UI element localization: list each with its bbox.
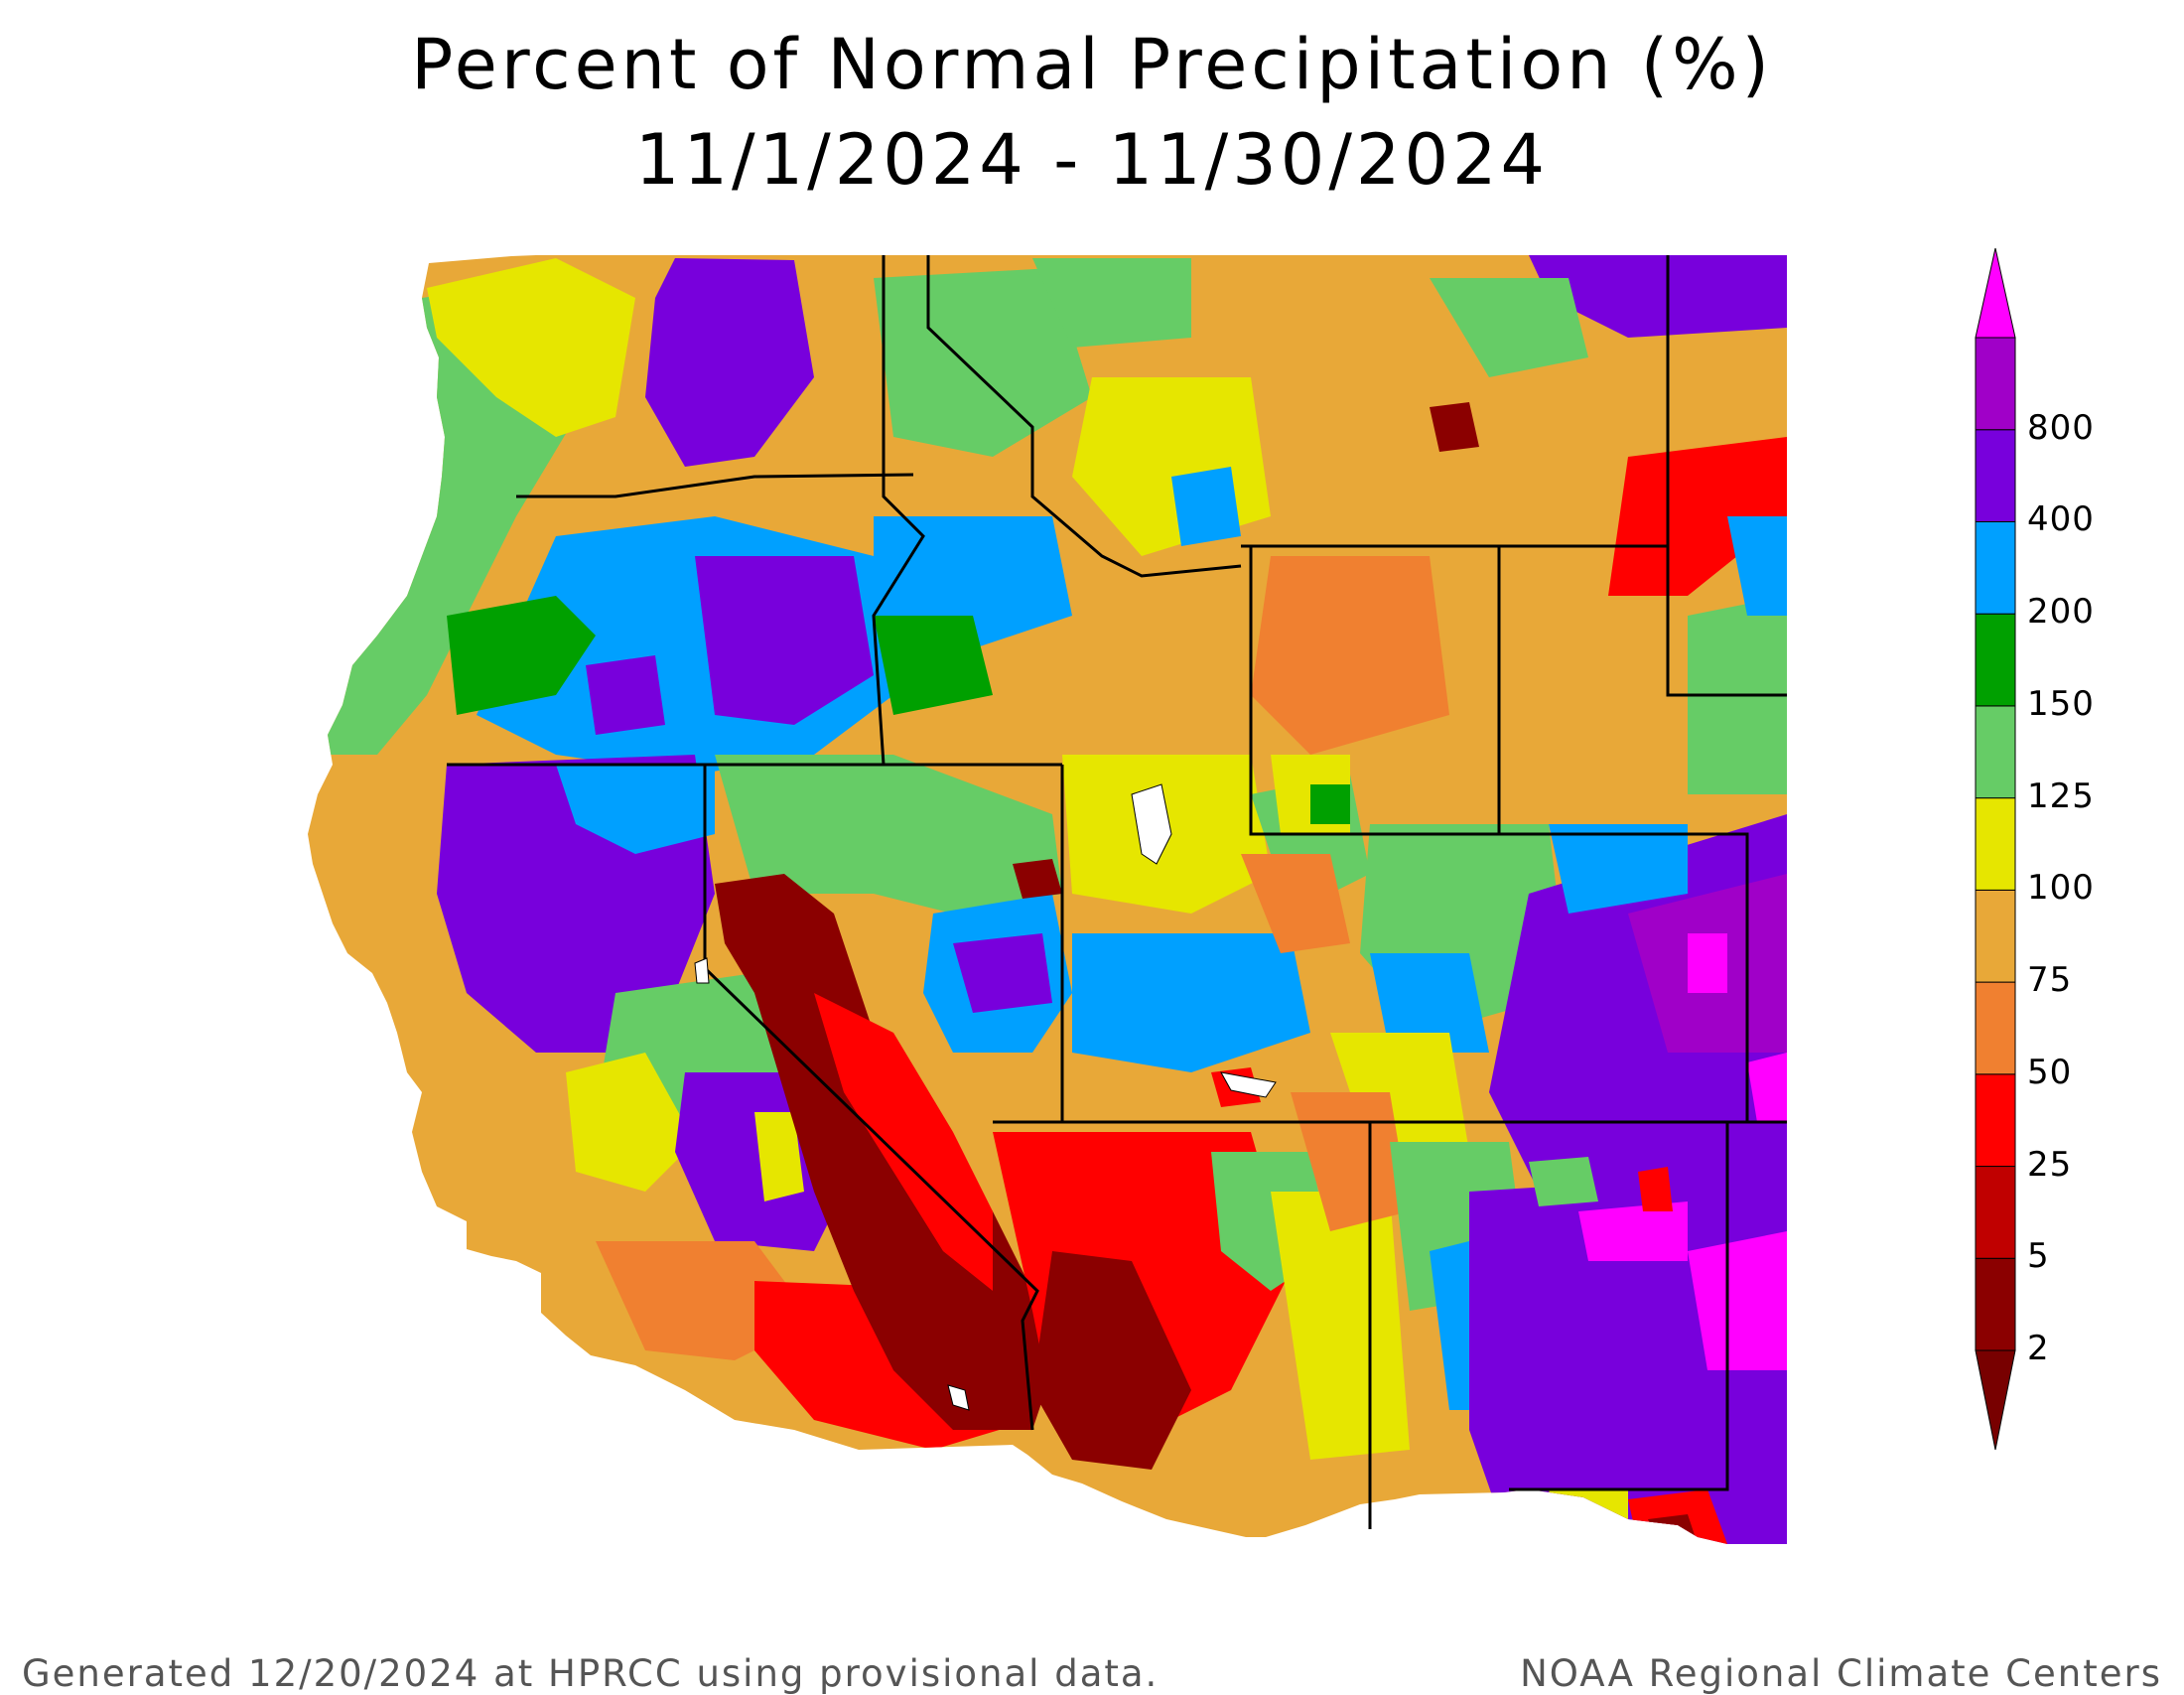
sierra-yellow	[754, 1112, 804, 1201]
colorbar-bottom-arrow	[1975, 1349, 2016, 1451]
colorbar-segment	[1975, 797, 2016, 891]
state-boundaries	[447, 255, 1787, 1529]
generated-note: Generated 12/20/2024 at HPRCC using prov…	[22, 1652, 1160, 1695]
ut-blue	[1072, 933, 1310, 1072]
id-mt-border	[926, 255, 1242, 578]
source-credit: NOAA Regional Climate Centers	[1520, 1652, 2162, 1695]
ok-red-spot	[1638, 1167, 1673, 1211]
ca-nv-border	[703, 765, 1039, 1431]
tx-nm-border	[1509, 1122, 1729, 1491]
sd-blue	[1727, 516, 1787, 616]
tx-magenta	[1688, 1231, 1787, 1370]
wy-orange	[1251, 556, 1449, 755]
colorbar-segment	[1975, 705, 2016, 799]
colorbar-label: 200	[2027, 592, 2095, 633]
ca-yellow-central	[566, 1053, 695, 1192]
colorbar-segment	[1975, 520, 2016, 615]
lake-mead	[1220, 1071, 1277, 1098]
colorbar-segment	[1975, 1073, 2016, 1168]
nm-yellow	[1271, 1192, 1410, 1460]
colorbar	[1975, 247, 2016, 1451]
nv-dark-red-spot	[1013, 859, 1062, 899]
colorbar-label: 75	[2027, 960, 2073, 1001]
az-dark-red	[1032, 1251, 1191, 1470]
nd-sd-border	[1666, 255, 1787, 697]
id-west-border	[872, 255, 925, 766]
or-purple-2	[586, 655, 665, 735]
mt-green-north	[1032, 258, 1191, 348]
colorbar-segment	[1975, 1166, 2016, 1259]
ut-orange	[1241, 854, 1350, 953]
colorbar-label: 50	[2027, 1052, 2073, 1092]
wa-yellow	[427, 258, 635, 437]
colorbar-label: 2	[2027, 1329, 2050, 1368]
id-green-2	[874, 616, 993, 715]
nv-red-halo	[814, 993, 993, 1291]
colorbar-label: 800	[2027, 407, 2095, 448]
colorbar-segment	[1975, 337, 2016, 431]
ne-blue	[1549, 824, 1688, 914]
or-purple	[695, 556, 874, 725]
colorbar-segment	[1975, 429, 2016, 522]
nm-orange	[1291, 1092, 1410, 1231]
colorbar-label: 150	[2027, 683, 2095, 724]
colorbar-segment	[1975, 981, 2016, 1075]
tx-green-spot	[1529, 1157, 1598, 1206]
tx-yellow-strip	[1549, 1489, 1628, 1544]
mt-red-spot	[1430, 402, 1479, 452]
wa-purple	[645, 258, 814, 467]
colorbar-label: 125	[2027, 776, 2095, 816]
wy-green-spot	[1310, 784, 1350, 824]
co-blue	[1370, 953, 1489, 1053]
colorbar-label: 5	[2027, 1236, 2050, 1277]
ne-red-band	[1608, 437, 1787, 596]
precip-field	[308, 255, 1787, 1544]
colorbar-label: 25	[2027, 1144, 2073, 1185]
or-green-band	[447, 596, 596, 715]
ca-blue-band	[556, 765, 715, 854]
ks-magenta-3	[1747, 1053, 1787, 1122]
ks-magenta-2	[1688, 933, 1727, 993]
salton-sea	[947, 1384, 970, 1411]
or-wa-border	[516, 473, 914, 498]
great-salt-lake	[1131, 783, 1172, 865]
ne-mt-purple	[1529, 255, 1787, 338]
lake-tahoe	[694, 957, 710, 984]
nv-green	[715, 755, 1062, 914]
colorbar-top-arrow	[1975, 247, 2016, 339]
colorbar-segment	[1975, 889, 2016, 983]
map-title: Percent of Normal Precipitation (%)	[411, 24, 1773, 105]
mt-blue-patch	[1171, 467, 1241, 546]
colorbar-segment	[1975, 613, 2016, 707]
colorbar-label: 100	[2027, 868, 2095, 909]
colorbar-segment	[1975, 1257, 2016, 1351]
tx-magenta-2	[1578, 1201, 1688, 1261]
nv-purple-patch	[953, 933, 1052, 1013]
date-range: 11/1/2024 - 11/30/2024	[634, 119, 1550, 201]
colorbar-label: 400	[2027, 499, 2095, 540]
lakes	[694, 783, 1277, 1411]
ne-mt-green	[1430, 278, 1588, 377]
